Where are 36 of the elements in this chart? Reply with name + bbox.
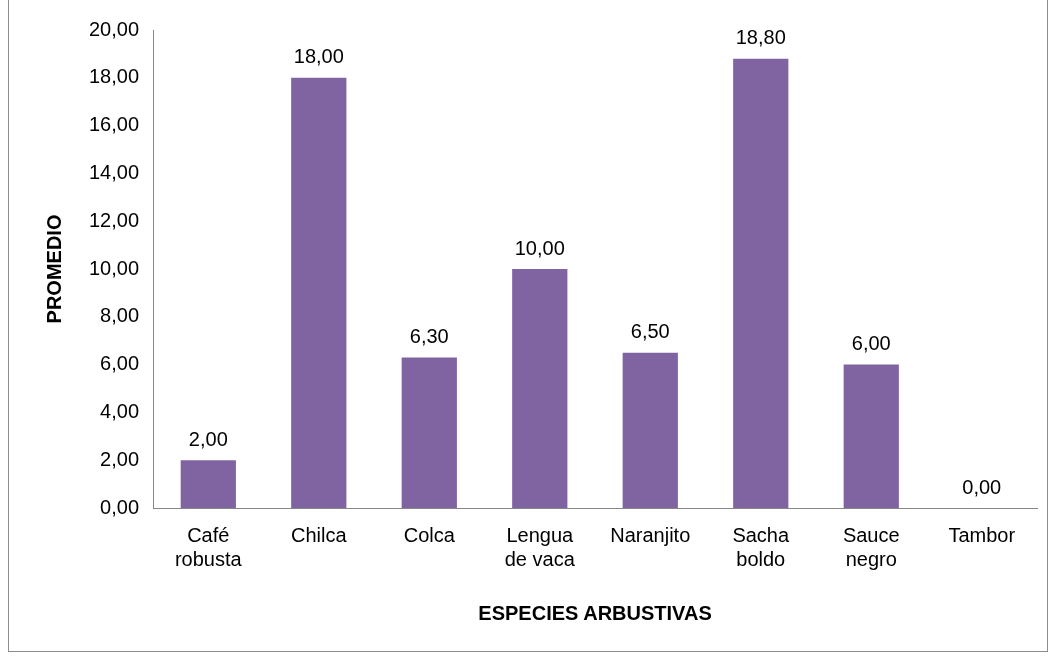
y-tick-label: 10,00 [88,256,140,279]
data-label: 18,00 [293,45,344,68]
y-axis-title: PROMEDIO [42,214,65,324]
bar [843,364,899,508]
x-tick-label: Naranjito [610,523,691,546]
bar [733,58,789,508]
x-tick-label: Tambor [948,523,1016,546]
x-tick-label: Chilca [291,523,348,546]
data-label: 18,80 [735,26,786,49]
bar [512,269,568,508]
y-tick-label: 12,00 [88,208,140,231]
y-tick-label: 0,00 [100,495,140,518]
y-tick-label: 8,00 [100,304,140,327]
y-tick-label: 20,00 [88,17,140,40]
bar [401,357,457,508]
data-label: 2,00 [188,427,228,450]
x-tick-label: Sacha boldo [732,523,790,570]
data-label: 6,00 [851,332,891,355]
bar [180,460,236,508]
y-tick-label: 14,00 [88,160,140,183]
x-tick-label: Lengua de vaca [504,523,576,570]
x-tick-label: Café robusta [174,523,243,570]
data-label: 0,00 [962,475,1002,498]
y-tick-label: 4,00 [100,399,140,422]
x-tick-label: Sauce negro [842,523,900,570]
bar [291,77,347,508]
y-tick-label: 2,00 [100,447,140,470]
data-label: 6,50 [630,320,670,343]
y-tick-label: 6,00 [100,352,140,375]
x-axis-title: ESPECIES ARBUSTIVAS [478,601,712,624]
x-tick-label: Colca [403,523,456,546]
bar [622,352,678,508]
data-label: 10,00 [514,236,565,259]
data-label: 6,30 [409,324,449,347]
y-tick-label: 16,00 [88,113,140,136]
y-tick-label: 18,00 [88,65,140,88]
